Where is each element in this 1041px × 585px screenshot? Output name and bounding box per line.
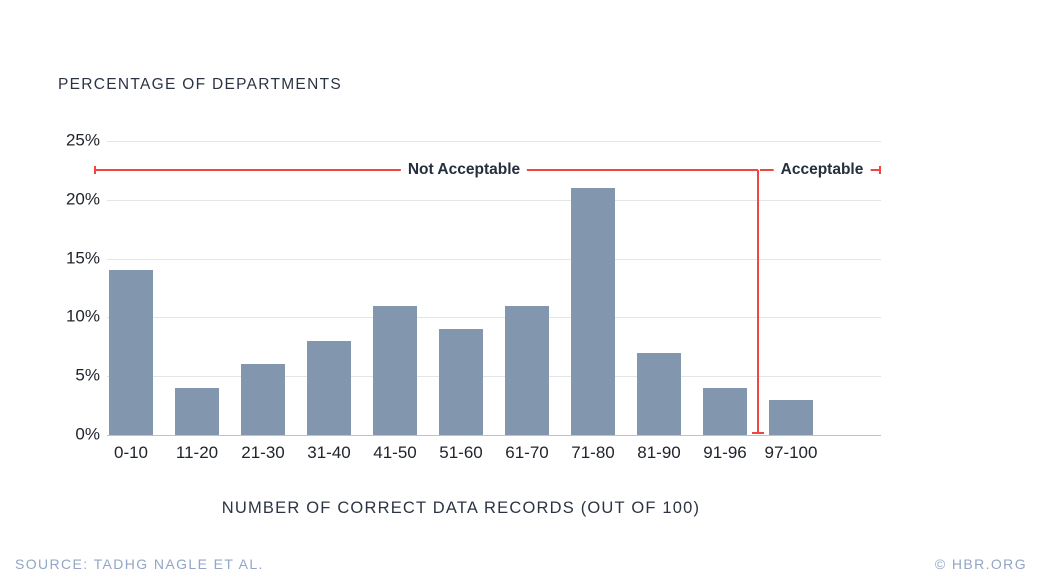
- x-tick-label: 41-50: [373, 443, 417, 462]
- x-axis-title: NUMBER OF CORRECT DATA RECORDS (OUT OF 1…: [221, 499, 701, 517]
- bar-41-50: [373, 305, 417, 435]
- bar-slot: [164, 141, 230, 435]
- bar-0-10: [109, 270, 153, 435]
- x-tick-label: 51-60: [439, 443, 483, 462]
- x-tick-label: 97-100: [764, 443, 818, 462]
- y-tick-label: 15%: [65, 248, 100, 268]
- grid-area: 25% 20% 15% 10% 5% 0%: [66, 131, 881, 444]
- bar-slot: [230, 141, 296, 435]
- bar-slot: [362, 141, 428, 435]
- x-tick-label: 91-96: [703, 443, 747, 462]
- x-tick-label: 61-70: [505, 443, 549, 462]
- annotation-divider-line: [757, 170, 759, 434]
- bar-21-30: [241, 364, 285, 435]
- y-tick-label: 10%: [65, 306, 100, 326]
- bar-81-90: [637, 352, 681, 435]
- x-tick-label: 31-40: [307, 443, 351, 462]
- y-tick-label: 25%: [65, 130, 100, 150]
- bar-slot: [626, 141, 692, 435]
- bar-slot: [296, 141, 362, 435]
- not-acceptable-label: Not Acceptable: [400, 161, 528, 179]
- x-tick-label: 0-10: [113, 443, 149, 462]
- gridline: [107, 199, 881, 201]
- bar-slot: [560, 141, 626, 435]
- gridline: [107, 435, 881, 436]
- y-tick-label: 20%: [65, 189, 100, 209]
- acceptable-label: Acceptable: [773, 161, 871, 179]
- gridline: [107, 317, 881, 319]
- bar-91-96: [703, 387, 747, 435]
- x-tick-label: 71-80: [571, 443, 615, 462]
- x-tick-label: 21-30: [241, 443, 285, 462]
- source-credit: SOURCE: TADHG NAGLE ET AL.: [15, 556, 264, 572]
- x-tick-label: 11-20: [175, 443, 219, 462]
- gridline: [107, 376, 881, 378]
- x-tick-label: 81-90: [637, 443, 681, 462]
- bar-51-60: [439, 329, 483, 435]
- gridline: [107, 141, 881, 142]
- bar-31-40: [307, 340, 351, 435]
- y-tick-label: 0%: [75, 424, 100, 444]
- bar-slot: [692, 141, 758, 435]
- bars: [98, 141, 824, 435]
- y-tick-label: 5%: [75, 365, 100, 385]
- gridline: [107, 258, 881, 260]
- bar-slot: [428, 141, 494, 435]
- x-tick-labels: 0-10 11-20 21-30 31-40 41-50 51-60 61-70 71-80 8…: [98, 443, 824, 463]
- bar-71-80: [571, 188, 615, 435]
- bar-slot: [758, 141, 824, 435]
- hbr-credit: © HBR.ORG: [934, 556, 1027, 572]
- bar-61-70: [505, 305, 549, 435]
- bar-slot: [494, 141, 560, 435]
- annotation-right-end-tick: [879, 166, 881, 174]
- bar-97-100: [769, 399, 813, 435]
- annotation-divider-foot-tick: [752, 432, 764, 434]
- bar-slot: [98, 141, 164, 435]
- chart-title: PERCENTAGE OF DEPARTMENTS: [58, 76, 342, 93]
- bar-11-20: [175, 387, 219, 435]
